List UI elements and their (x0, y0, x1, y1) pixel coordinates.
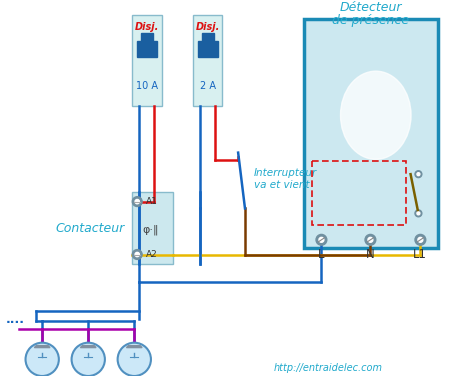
Bar (141, 33, 153, 45)
Bar (304, 20, 438, 248)
Ellipse shape (340, 71, 411, 159)
Circle shape (133, 197, 142, 206)
Circle shape (368, 237, 373, 242)
Polygon shape (34, 346, 50, 347)
Text: Disj.: Disj. (135, 22, 159, 32)
Circle shape (415, 234, 426, 245)
Text: L: L (318, 248, 324, 261)
Text: http://entraidelec.com: http://entraidelec.com (274, 363, 383, 373)
Circle shape (319, 237, 324, 242)
Text: Détecteur: Détecteur (340, 2, 402, 14)
Text: ....: .... (5, 313, 24, 326)
Text: A2: A2 (146, 250, 158, 259)
Bar (133, 15, 162, 106)
Bar (193, 15, 223, 106)
Text: φ·‖: φ·‖ (143, 225, 159, 235)
Bar (202, 33, 213, 45)
Text: Interrupteur
va et vient: Interrupteur va et vient (254, 168, 317, 190)
Polygon shape (80, 346, 96, 347)
Circle shape (365, 234, 376, 245)
Circle shape (415, 210, 422, 217)
Circle shape (117, 343, 151, 376)
Polygon shape (127, 346, 142, 347)
Circle shape (316, 234, 327, 245)
Text: Contacteur: Contacteur (55, 221, 124, 235)
Circle shape (415, 171, 422, 177)
Text: L1: L1 (414, 248, 427, 261)
Bar (198, 41, 218, 57)
Text: A1: A1 (146, 197, 158, 206)
Bar (133, 192, 174, 264)
Circle shape (135, 199, 139, 204)
Bar (137, 41, 157, 57)
Circle shape (26, 343, 59, 376)
Text: Disj.: Disj. (196, 22, 220, 32)
Text: 2 A: 2 A (200, 81, 216, 91)
Text: de présence: de présence (332, 14, 409, 27)
Circle shape (72, 343, 105, 376)
Circle shape (418, 237, 423, 242)
Circle shape (417, 173, 420, 176)
Circle shape (135, 252, 139, 257)
Circle shape (133, 250, 142, 259)
Text: 10 A: 10 A (136, 81, 158, 91)
Circle shape (417, 212, 420, 215)
Text: N: N (366, 248, 375, 261)
